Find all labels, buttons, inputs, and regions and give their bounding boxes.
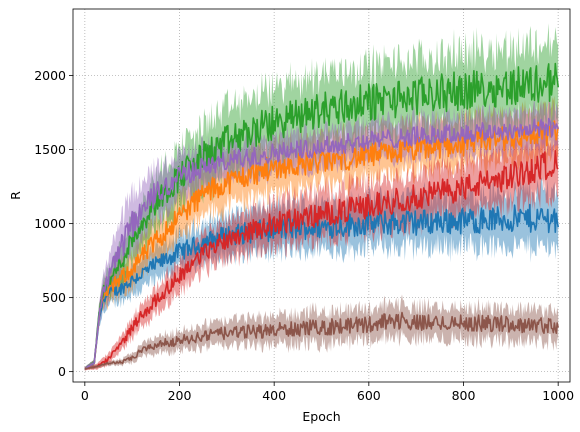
series-line-5 <box>84 117 559 370</box>
x-tick-label: 400 <box>262 388 286 403</box>
series-line-3 <box>84 62 559 370</box>
x-tick-label: 800 <box>452 388 476 403</box>
x-tick-label: 200 <box>168 388 192 403</box>
series-band-4 <box>84 122 559 371</box>
y-tick-label: 0 <box>58 364 66 379</box>
series-band-6 <box>84 294 559 370</box>
series-line-2 <box>84 120 559 370</box>
series-band-2 <box>84 95 559 371</box>
y-tick-label: 1500 <box>34 142 66 157</box>
x-axis-label: Epoch <box>302 409 340 424</box>
y-tick-label: 1000 <box>34 216 66 231</box>
series-line-6 <box>84 311 559 370</box>
x-tick-label: 1000 <box>542 388 574 403</box>
y-tick-label: 2000 <box>34 68 66 83</box>
series-line-4 <box>84 150 559 370</box>
plot-frame <box>72 8 571 383</box>
y-axis-label: R <box>8 191 23 200</box>
x-tick-label: 600 <box>357 388 381 403</box>
series-lines <box>84 62 559 370</box>
series-line-1 <box>84 203 559 370</box>
y-tick-label: 500 <box>42 290 66 305</box>
series-band-3 <box>84 23 559 371</box>
x-tick-label: 0 <box>81 388 89 403</box>
axis-ticks: 0 200 400 600 800 1000 0 500 1000 1500 2000 <box>34 68 574 403</box>
